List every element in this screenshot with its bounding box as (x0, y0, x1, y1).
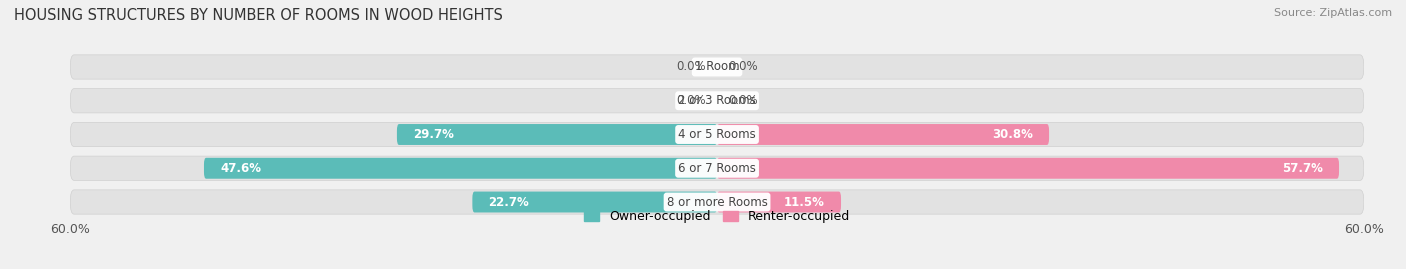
Text: 0.0%: 0.0% (728, 61, 758, 73)
Text: 22.7%: 22.7% (488, 196, 529, 208)
Text: 6 or 7 Rooms: 6 or 7 Rooms (678, 162, 756, 175)
Text: 11.5%: 11.5% (785, 196, 825, 208)
Text: 0.0%: 0.0% (676, 94, 706, 107)
FancyBboxPatch shape (204, 158, 717, 179)
FancyBboxPatch shape (70, 122, 1364, 147)
Text: 0.0%: 0.0% (676, 61, 706, 73)
FancyBboxPatch shape (717, 124, 1049, 145)
FancyBboxPatch shape (70, 89, 1364, 113)
Legend: Owner-occupied, Renter-occupied: Owner-occupied, Renter-occupied (579, 205, 855, 228)
Text: Source: ZipAtlas.com: Source: ZipAtlas.com (1274, 8, 1392, 18)
Text: HOUSING STRUCTURES BY NUMBER OF ROOMS IN WOOD HEIGHTS: HOUSING STRUCTURES BY NUMBER OF ROOMS IN… (14, 8, 503, 23)
FancyBboxPatch shape (396, 124, 717, 145)
Text: 47.6%: 47.6% (221, 162, 262, 175)
Text: 29.7%: 29.7% (413, 128, 454, 141)
FancyBboxPatch shape (717, 158, 1339, 179)
FancyBboxPatch shape (472, 192, 717, 213)
FancyBboxPatch shape (717, 192, 841, 213)
FancyBboxPatch shape (70, 156, 1364, 180)
Text: 30.8%: 30.8% (993, 128, 1033, 141)
Text: 57.7%: 57.7% (1282, 162, 1323, 175)
Text: 1 Room: 1 Room (695, 61, 740, 73)
FancyBboxPatch shape (70, 55, 1364, 79)
Text: 0.0%: 0.0% (728, 94, 758, 107)
Text: 2 or 3 Rooms: 2 or 3 Rooms (678, 94, 756, 107)
FancyBboxPatch shape (70, 190, 1364, 214)
Text: 4 or 5 Rooms: 4 or 5 Rooms (678, 128, 756, 141)
Text: 8 or more Rooms: 8 or more Rooms (666, 196, 768, 208)
